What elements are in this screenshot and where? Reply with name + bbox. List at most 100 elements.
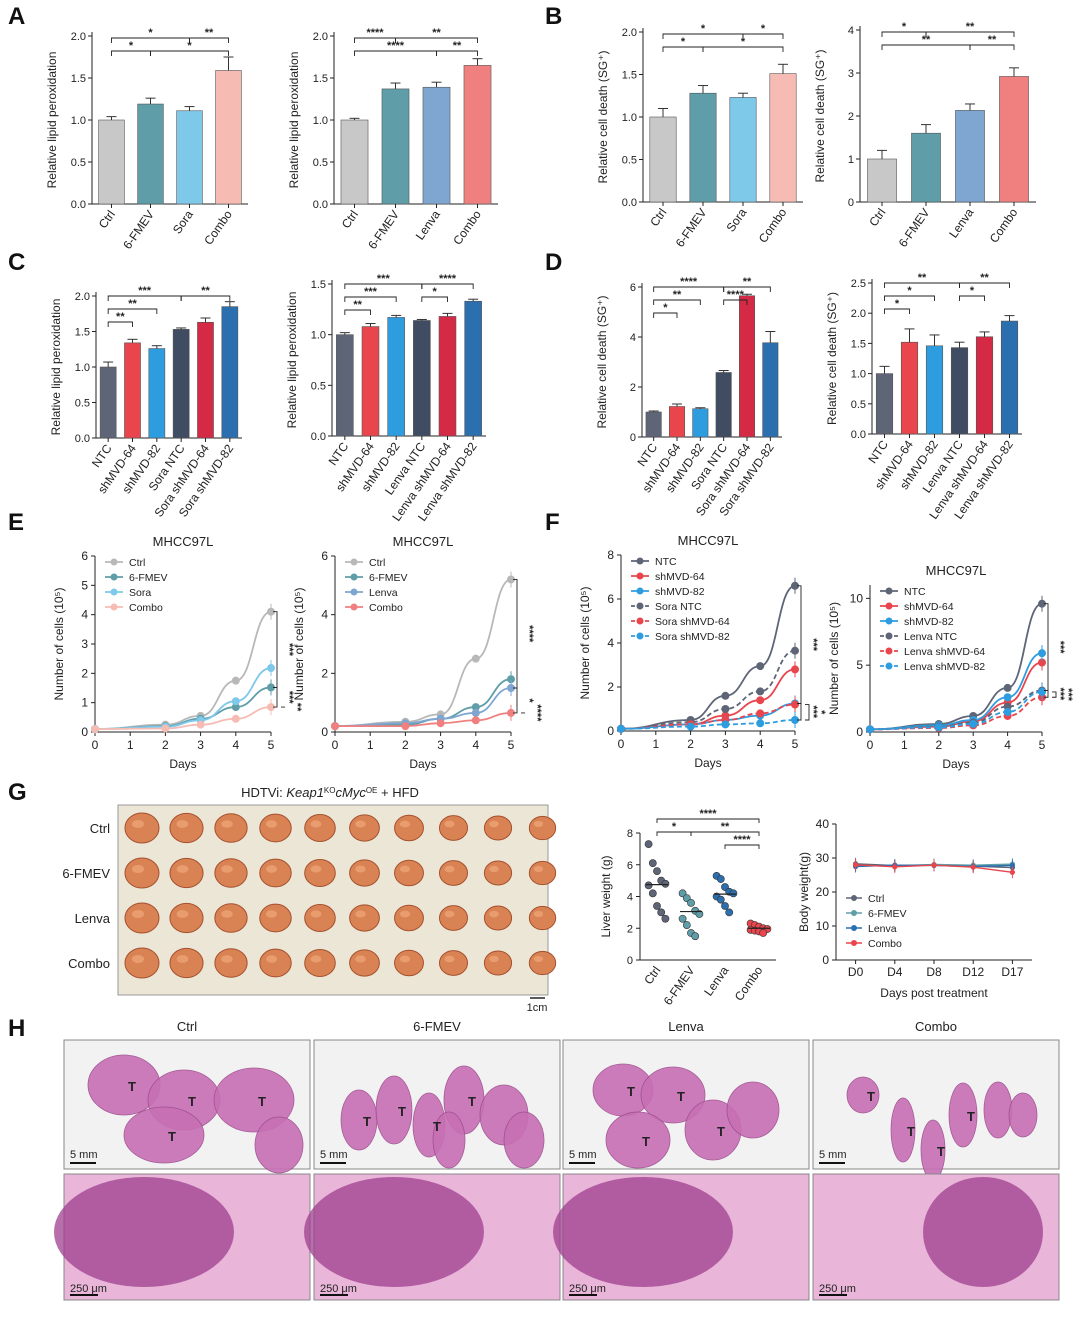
- data-point: [853, 862, 859, 868]
- bar: [422, 86, 451, 205]
- data-point: [471, 708, 480, 717]
- y-tick-label: 3: [848, 68, 854, 80]
- x-tick-label: 6-FMEV: [120, 208, 157, 252]
- y-axis-label: Number of cells (10⁵): [578, 586, 592, 699]
- legend-marker: [350, 603, 358, 611]
- x-tick-label: 1: [367, 738, 374, 752]
- liver-specimen: [528, 950, 557, 976]
- x-tick-label: D17: [1001, 965, 1023, 979]
- scale-label: 5 mm: [569, 1149, 597, 1161]
- y-tick-label: 6: [630, 282, 636, 294]
- significance-label: **: [988, 34, 997, 46]
- bar: [875, 373, 894, 435]
- legend-marker: [636, 632, 644, 640]
- y-tick-label: 4: [630, 332, 636, 344]
- column-label: Lenva: [668, 1019, 704, 1034]
- bar: [692, 408, 709, 438]
- panel-label-C: C: [8, 249, 25, 276]
- significance-bracket: [656, 818, 760, 823]
- y-tick-label: 1.0: [851, 369, 866, 381]
- bar: [176, 110, 203, 205]
- data-point: [716, 875, 725, 883]
- liver-highlight: [399, 820, 411, 828]
- legend-label: Sora NTC: [655, 601, 702, 613]
- tissue-section: [726, 1081, 780, 1139]
- significance-label: *: [663, 302, 668, 314]
- tissue-section: [846, 1076, 880, 1114]
- tumor-region: [553, 1177, 733, 1287]
- y-tick-label: 2.0: [851, 308, 866, 320]
- tissue-section: [890, 1097, 916, 1163]
- legend-marker: [885, 662, 893, 670]
- legend-label: 6-FMEV: [868, 908, 907, 920]
- chart-B2: 0 1 2 3 4 Relative cell death (SG⁺) Ctrl 6-FMEV…: [813, 21, 1036, 250]
- bar: [124, 342, 141, 439]
- y-tick-label: 1.0: [313, 115, 328, 127]
- significance-label: *: [895, 298, 900, 310]
- tissue-section: [432, 1111, 466, 1169]
- significance-label: ***: [138, 285, 152, 297]
- y-tick-label: 4: [627, 892, 633, 904]
- y-tick-label: 1.5: [851, 338, 866, 350]
- significance-bracket: [513, 687, 518, 714]
- liver-specimen: [259, 948, 292, 978]
- bar: [1000, 320, 1019, 435]
- significance-bracket: [513, 579, 518, 689]
- data-point: [756, 696, 765, 705]
- data-point: [756, 719, 765, 728]
- significance-label: **: [432, 27, 441, 39]
- bar: [99, 366, 117, 439]
- liver-specimen: [349, 859, 380, 887]
- significance-label: *: [741, 36, 746, 48]
- bar: [98, 119, 125, 205]
- chart-G3: 0 10 20 30 40 D0 D4 D8 D12 D17 Days post treatment…: [797, 817, 1032, 1000]
- y-tick-label: 0: [822, 953, 829, 967]
- significance-label: **: [966, 21, 975, 33]
- panel-G-photo: HDTVi: Keap1KOcMycOE + HFD Ctrl 6-FMEV Lenv…: [62, 785, 557, 1014]
- legend-marker: [885, 617, 893, 625]
- scale-label: 250 μm: [569, 1283, 606, 1295]
- data-point: [231, 714, 240, 723]
- y-tick-label: 1.5: [313, 73, 328, 85]
- bar: [381, 88, 410, 205]
- x-axis-label: Days: [942, 757, 969, 771]
- liver-highlight: [265, 820, 278, 828]
- legend-marker: [885, 647, 893, 655]
- tumor-mark: T: [188, 1094, 196, 1109]
- tissue-section: [340, 1089, 378, 1151]
- liver-highlight: [355, 820, 366, 828]
- y-tick-label: 0.5: [622, 155, 637, 167]
- significance-bracket: [797, 703, 802, 721]
- tissue-section: [640, 1066, 706, 1124]
- significance-bracket: [344, 309, 371, 315]
- data-point: [1003, 693, 1012, 702]
- tumor-mark: T: [937, 1144, 945, 1159]
- title-part: Keap1: [286, 785, 324, 800]
- data-point: [1009, 869, 1016, 875]
- significance-bracket: [189, 37, 229, 43]
- y-axis-label: Liver weight (g): [599, 855, 613, 937]
- liver-highlight: [399, 955, 411, 963]
- significance-label: *: [815, 710, 827, 715]
- significance-label: **: [353, 299, 362, 311]
- chart-A2: 0.0 0.5 1.0 1.5 2.0 Relative lipid peroxidati…: [287, 27, 498, 252]
- x-tick-label: Ctrl: [641, 964, 663, 987]
- y-tick-label: 5: [856, 658, 863, 672]
- y-tick-label: 2: [630, 382, 636, 394]
- x-tick-label: D8: [926, 965, 942, 979]
- liver-specimen: [124, 812, 160, 844]
- x-axis-label: Days: [409, 757, 436, 771]
- y-tick-label: 2: [627, 923, 633, 935]
- liver-highlight: [310, 955, 322, 963]
- significance-bracket: [273, 611, 278, 688]
- y-tick-label: 0.5: [851, 399, 866, 411]
- y-tick-label: 2.0: [71, 31, 86, 43]
- y-tick-label: 0: [848, 197, 854, 209]
- series-line: [334, 687, 512, 728]
- x-tick-label: 5: [792, 737, 799, 751]
- tumor-mark: T: [907, 1124, 915, 1139]
- legend-label: shMVD-82: [904, 616, 954, 628]
- data-point: [1009, 862, 1016, 869]
- liver-highlight: [533, 910, 544, 918]
